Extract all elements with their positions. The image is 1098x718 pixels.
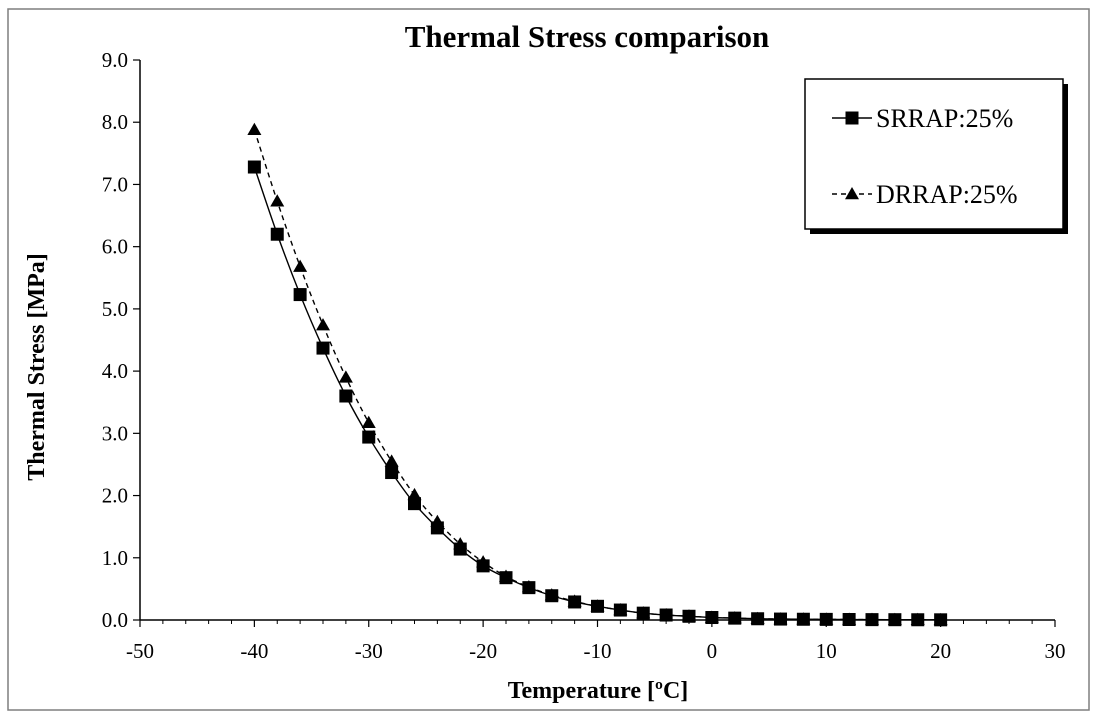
data-point	[522, 581, 536, 595]
data-point	[247, 122, 262, 135]
data-point	[385, 466, 399, 480]
data-point	[247, 160, 261, 174]
chart-title: Thermal Stress comparison	[405, 19, 770, 54]
y-tick-label: 6.0	[102, 235, 128, 259]
y-tick-label: 5.0	[102, 297, 128, 321]
data-point	[568, 595, 582, 609]
data-point	[842, 613, 856, 627]
data-point	[499, 571, 513, 585]
data-point	[865, 613, 879, 627]
data-point	[293, 259, 308, 272]
data-point	[316, 341, 330, 355]
data-point	[362, 430, 376, 444]
data-point	[270, 194, 285, 207]
data-point	[591, 599, 604, 613]
data-point	[407, 487, 422, 501]
data-point	[934, 613, 948, 627]
data-point	[751, 612, 765, 626]
y-tick-label: 4.0	[102, 359, 128, 383]
x-tick-label: 10	[816, 639, 837, 663]
data-point	[659, 608, 673, 622]
data-point	[361, 415, 376, 429]
legend-box	[804, 78, 1064, 230]
x-tick-label: 0	[707, 639, 718, 663]
y-tick-label: 0.0	[102, 608, 128, 632]
y-tick-label: 2.0	[102, 484, 128, 508]
data-point	[911, 613, 925, 627]
x-tick-label: 30	[1045, 639, 1066, 663]
data-point	[613, 603, 627, 617]
data-point	[888, 613, 902, 627]
data-point	[408, 497, 421, 511]
data-point	[705, 611, 719, 625]
x-tick-label: -30	[355, 639, 383, 663]
legend: SRRAP:25% DRRAP:25%	[804, 78, 1068, 234]
y-axis-title: Thermal Stress [MPa]	[24, 253, 50, 481]
data-point	[270, 227, 284, 241]
data-point	[682, 609, 696, 623]
y-tick-label: 1.0	[102, 546, 128, 570]
x-tick-label: -40	[240, 639, 268, 663]
data-point	[796, 612, 810, 626]
data-point	[338, 370, 353, 383]
x-axis-title: Temperature [ºC]	[508, 678, 689, 704]
y-tick-label: 3.0	[102, 421, 128, 445]
series-srrap-25-	[247, 160, 948, 627]
x-ticks: -50 -40 -30 -20 -10 0 10 20 30	[126, 620, 1066, 663]
data-point	[453, 542, 467, 556]
data-point	[545, 589, 559, 603]
data-point	[316, 318, 330, 331]
x-tick-label: 20	[930, 639, 951, 663]
legend-label: SRRAP:25%	[876, 104, 1013, 133]
y-ticks: 0.0 1.0 2.0 3.0 4.0 5.0 6.0 7.0 8.0 9.0	[102, 48, 140, 632]
data-point	[774, 612, 787, 626]
data-point	[339, 389, 353, 403]
series-layer	[247, 122, 948, 627]
legend-label: DRRAP:25%	[876, 180, 1018, 209]
data-point	[476, 559, 490, 573]
x-tick-label: -10	[584, 639, 612, 663]
data-point	[293, 288, 307, 302]
legend-marker	[845, 111, 859, 125]
data-point	[819, 612, 833, 626]
data-point	[430, 521, 444, 535]
x-tick-label: -50	[126, 639, 154, 663]
y-tick-label: 7.0	[102, 172, 128, 196]
y-tick-label: 8.0	[102, 110, 128, 134]
data-point	[728, 611, 742, 625]
data-point	[636, 606, 650, 620]
y-tick-label: 9.0	[102, 48, 128, 72]
legend-marker	[845, 187, 859, 200]
x-tick-label: -20	[469, 639, 497, 663]
data-point	[384, 454, 399, 467]
